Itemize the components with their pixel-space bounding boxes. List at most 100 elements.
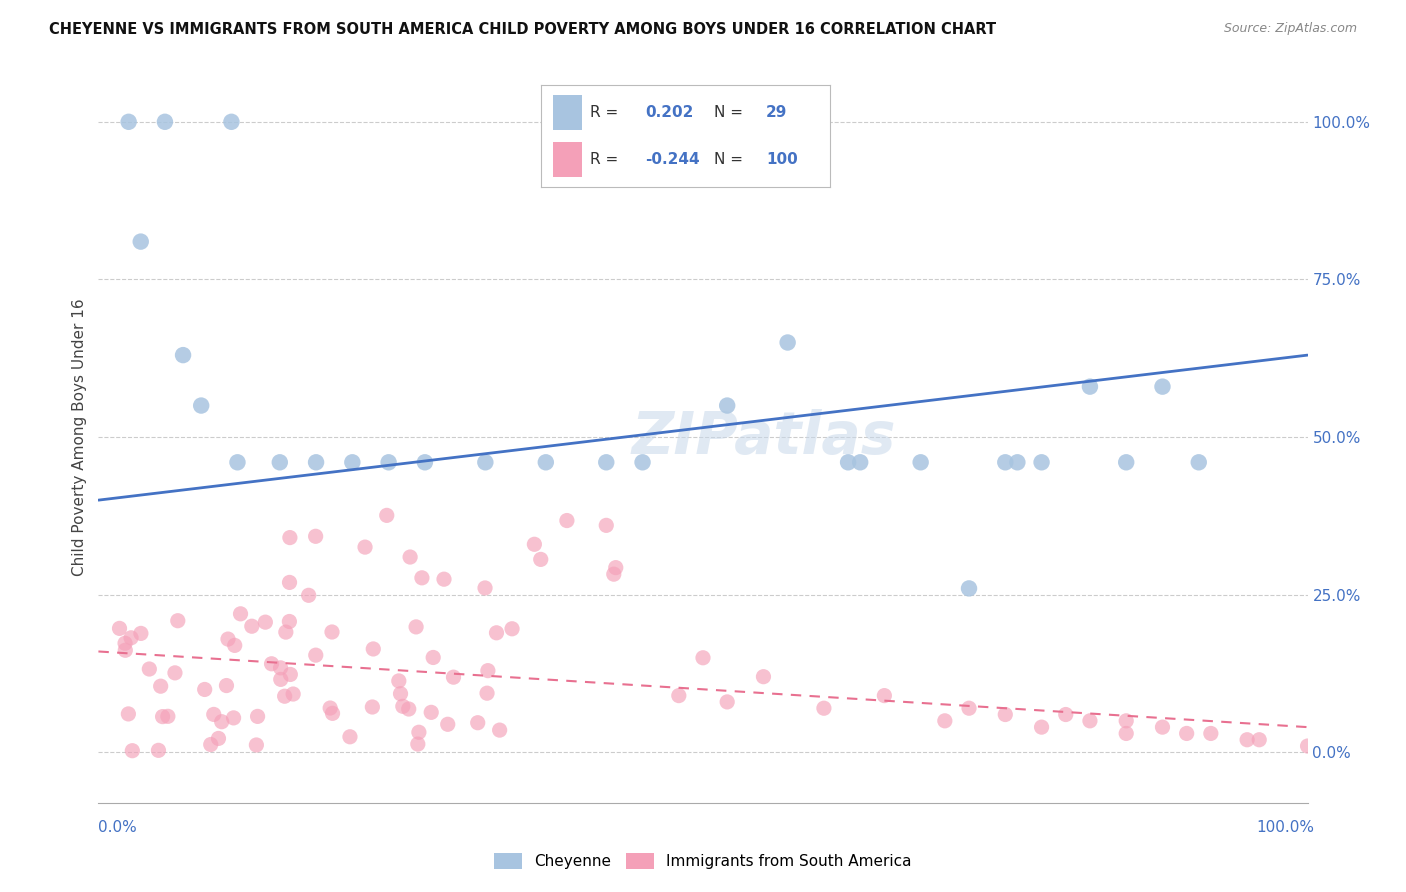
- Point: [957, 701, 980, 715]
- Text: 100: 100: [766, 153, 797, 167]
- Point: [474, 455, 496, 469]
- Point: [117, 706, 139, 721]
- Point: [631, 455, 654, 469]
- Point: [994, 455, 1017, 469]
- Point: [849, 455, 872, 469]
- Point: [190, 399, 212, 413]
- Point: [1115, 726, 1137, 740]
- Point: [240, 619, 263, 633]
- Point: [246, 709, 269, 723]
- Point: [408, 725, 430, 739]
- Point: [361, 642, 384, 657]
- Point: [534, 455, 557, 469]
- Point: [194, 682, 217, 697]
- Point: [221, 115, 243, 129]
- Legend: Cheyenne, Immigrants from South America: Cheyenne, Immigrants from South America: [488, 847, 918, 875]
- Point: [1296, 739, 1319, 753]
- Point: [422, 650, 444, 665]
- FancyBboxPatch shape: [553, 95, 582, 130]
- Text: -0.244: -0.244: [645, 153, 700, 167]
- Text: N =: N =: [714, 153, 748, 167]
- Text: 100.0%: 100.0%: [1257, 821, 1315, 835]
- Point: [354, 540, 377, 554]
- Point: [202, 707, 225, 722]
- Text: ZIPatlas: ZIPatlas: [631, 409, 896, 466]
- Point: [530, 552, 553, 566]
- FancyBboxPatch shape: [553, 142, 582, 177]
- Point: [1031, 720, 1053, 734]
- Point: [322, 706, 344, 721]
- Point: [603, 567, 626, 582]
- Text: CHEYENNE VS IMMIGRANTS FROM SOUTH AMERICA CHILD POVERTY AMONG BOYS UNDER 16 CORR: CHEYENNE VS IMMIGRANTS FROM SOUTH AMERIC…: [49, 22, 997, 37]
- Point: [595, 518, 617, 533]
- Point: [389, 687, 412, 701]
- Point: [114, 643, 136, 657]
- Point: [278, 575, 301, 590]
- Point: [1031, 455, 1053, 469]
- Point: [339, 730, 361, 744]
- Point: [222, 711, 245, 725]
- Point: [224, 639, 246, 653]
- Point: [716, 399, 738, 413]
- Point: [152, 709, 174, 723]
- Point: [1054, 707, 1077, 722]
- Point: [254, 615, 277, 629]
- Text: 0.202: 0.202: [645, 105, 693, 120]
- Point: [229, 607, 252, 621]
- Point: [321, 625, 343, 640]
- Point: [166, 614, 188, 628]
- Point: [1188, 455, 1211, 469]
- Point: [270, 673, 292, 687]
- Point: [200, 738, 222, 752]
- Point: [420, 706, 443, 720]
- Point: [319, 701, 342, 715]
- Point: [1078, 714, 1101, 728]
- Point: [813, 701, 835, 715]
- Point: [273, 690, 295, 704]
- Point: [1249, 732, 1271, 747]
- Point: [118, 115, 141, 129]
- Point: [269, 455, 291, 469]
- Point: [129, 235, 152, 249]
- Point: [149, 679, 172, 693]
- Point: [207, 731, 229, 746]
- Text: R =: R =: [591, 153, 623, 167]
- Point: [245, 738, 267, 752]
- Point: [413, 455, 436, 469]
- Point: [121, 744, 143, 758]
- Point: [163, 665, 186, 680]
- Point: [475, 686, 498, 700]
- Point: [377, 455, 399, 469]
- Point: [1152, 379, 1174, 393]
- Point: [433, 572, 456, 586]
- Point: [398, 702, 420, 716]
- Point: [375, 508, 398, 523]
- Point: [129, 626, 152, 640]
- Point: [692, 650, 714, 665]
- Point: [391, 699, 413, 714]
- Point: [1007, 455, 1029, 469]
- Point: [934, 714, 956, 728]
- Point: [270, 661, 292, 675]
- Point: [153, 115, 176, 129]
- Point: [488, 723, 510, 738]
- Text: 0.0%: 0.0%: [98, 821, 138, 835]
- Point: [837, 455, 859, 469]
- Point: [595, 455, 617, 469]
- Point: [1175, 726, 1198, 740]
- Point: [477, 664, 499, 678]
- Point: [716, 695, 738, 709]
- Point: [138, 662, 160, 676]
- Point: [873, 689, 896, 703]
- Y-axis label: Child Poverty Among Boys Under 16: Child Poverty Among Boys Under 16: [72, 298, 87, 576]
- Point: [278, 615, 301, 629]
- Point: [114, 636, 136, 650]
- Point: [342, 455, 364, 469]
- Point: [994, 707, 1017, 722]
- Point: [305, 648, 328, 662]
- Text: Source: ZipAtlas.com: Source: ZipAtlas.com: [1223, 22, 1357, 36]
- Point: [443, 670, 465, 684]
- Point: [211, 714, 233, 729]
- Point: [1199, 726, 1222, 740]
- Point: [120, 631, 142, 645]
